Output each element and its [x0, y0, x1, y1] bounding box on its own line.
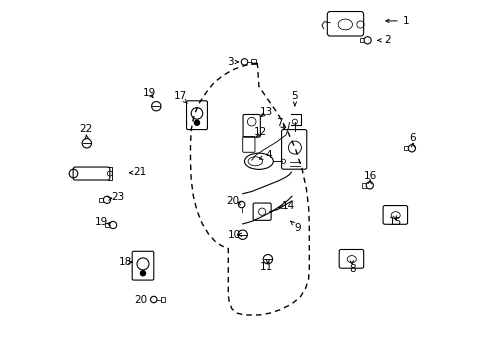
Text: 15: 15: [388, 217, 402, 228]
Text: 12: 12: [254, 127, 267, 138]
Text: 9: 9: [294, 222, 301, 233]
Text: 5: 5: [291, 91, 298, 102]
Text: 17: 17: [173, 91, 187, 102]
Text: 13: 13: [260, 107, 273, 117]
Text: 10: 10: [227, 230, 241, 240]
Text: 3: 3: [227, 57, 234, 67]
Text: 19: 19: [94, 217, 108, 228]
Text: 7: 7: [276, 118, 283, 128]
Text: 20: 20: [134, 294, 147, 305]
Text: 22: 22: [79, 124, 92, 134]
Text: 19: 19: [142, 88, 155, 98]
Text: 16: 16: [363, 171, 376, 181]
Text: 8: 8: [348, 264, 355, 274]
Text: 14: 14: [281, 201, 294, 211]
Text: 4: 4: [265, 150, 272, 160]
Text: 2: 2: [384, 35, 390, 45]
Text: 23: 23: [111, 192, 124, 202]
Text: 20: 20: [226, 196, 239, 206]
Text: 18: 18: [119, 257, 132, 267]
Text: 21: 21: [132, 167, 146, 177]
Circle shape: [140, 271, 145, 276]
Text: 6: 6: [409, 132, 415, 143]
Circle shape: [194, 120, 199, 125]
Text: 11: 11: [260, 262, 273, 272]
Text: 1: 1: [403, 16, 409, 26]
